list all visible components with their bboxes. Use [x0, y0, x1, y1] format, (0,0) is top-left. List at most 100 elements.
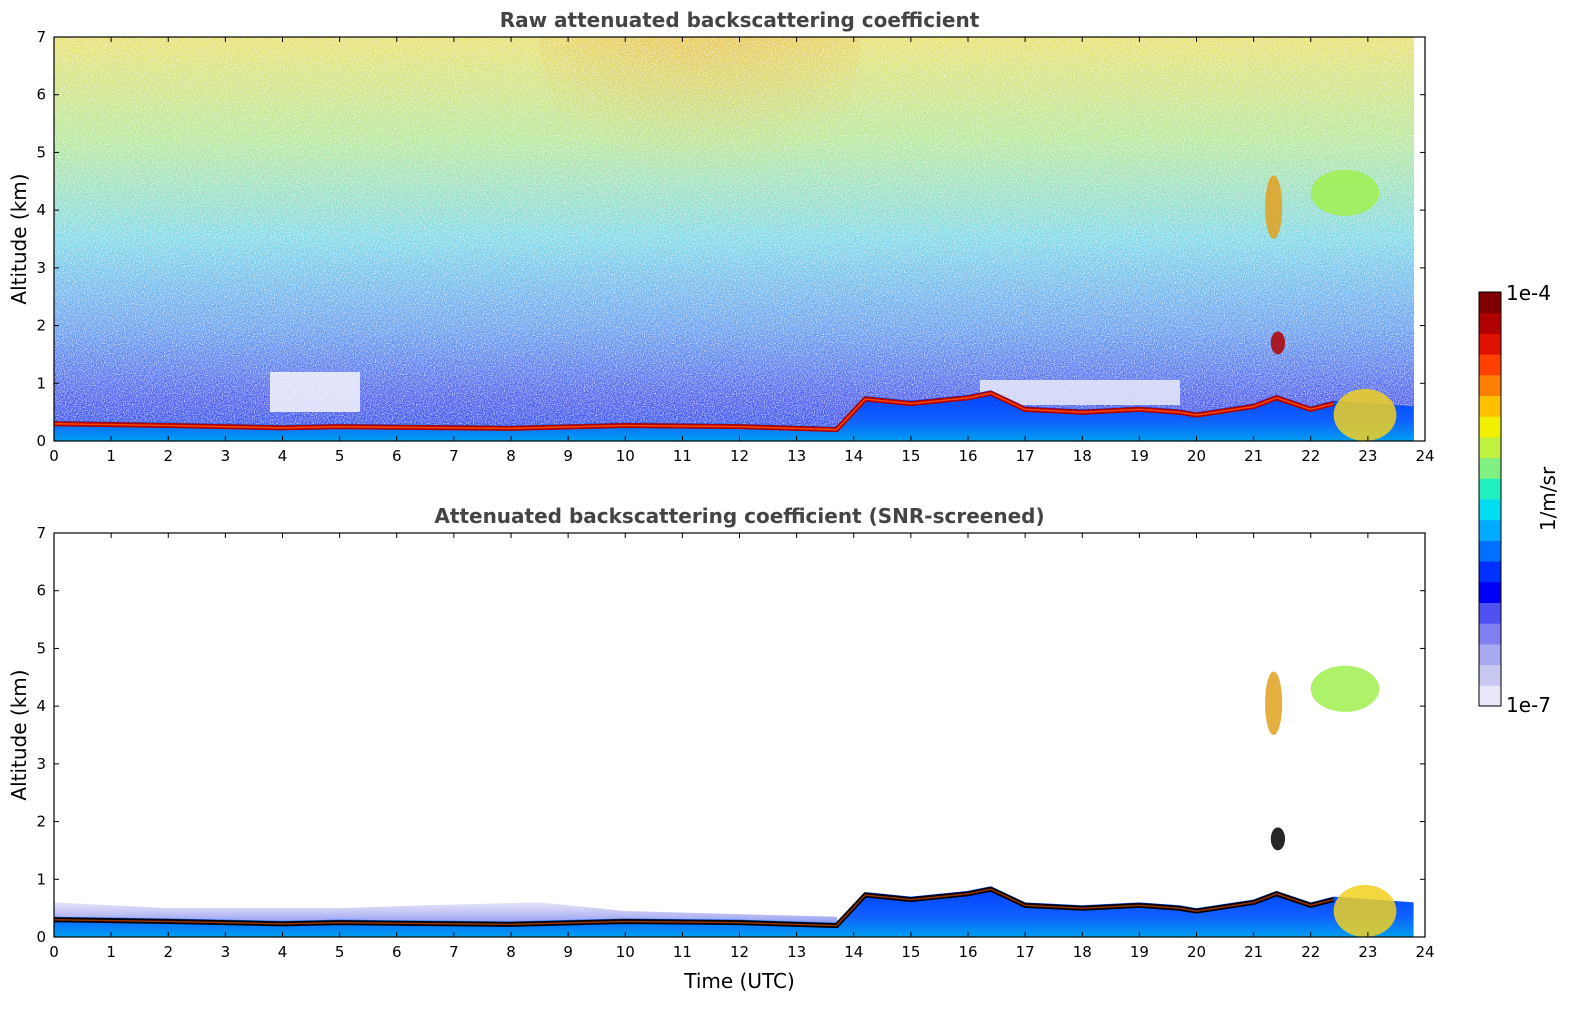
colorbar-cell	[1479, 478, 1501, 500]
y-tick-label: 7	[36, 28, 46, 46]
cloud-feature	[1310, 665, 1380, 712]
y-tick-label: 4	[36, 201, 46, 219]
x-tick-label: 23	[1358, 447, 1377, 465]
colorbar-unit-label: 1/m/sr	[1536, 466, 1560, 531]
colorbar-cell	[1479, 685, 1501, 707]
x-tick-label: 10	[616, 943, 635, 961]
colorbar-cell	[1479, 312, 1501, 334]
screened-features	[54, 665, 1414, 937]
x-tick-label: 18	[1073, 447, 1092, 465]
raw-clear-gap	[270, 372, 360, 412]
x-tick-label: 21	[1244, 447, 1263, 465]
x-tick-label: 9	[563, 447, 573, 465]
panel-screened-xlabel: Time (UTC)	[683, 969, 795, 993]
cloud-feature	[1333, 885, 1397, 937]
colorbar-cell	[1479, 333, 1501, 355]
x-tick-label: 21	[1244, 943, 1263, 961]
x-tick-label: 10	[616, 447, 635, 465]
panel-screened-title: Attenuated backscattering coefficient (S…	[434, 504, 1044, 528]
y-tick-label: 2	[36, 813, 46, 831]
colorbar-cell	[1479, 561, 1501, 583]
x-tick-label: 2	[163, 943, 173, 961]
x-tick-label: 3	[221, 447, 231, 465]
x-tick-label: 22	[1301, 943, 1320, 961]
x-tick-label: 2	[163, 447, 173, 465]
x-tick-label: 8	[506, 447, 516, 465]
x-tick-label: 9	[563, 943, 573, 961]
y-tick-label: 4	[36, 697, 46, 715]
cloud-feature	[1310, 169, 1380, 216]
panel-screened-plot-area	[54, 533, 1425, 937]
x-tick-label: 1	[106, 447, 116, 465]
colorbar-cell	[1479, 602, 1501, 624]
x-tick-label: 17	[1016, 943, 1035, 961]
colorbar-cell	[1479, 354, 1501, 376]
x-tick-label: 24	[1415, 447, 1434, 465]
cloud-feature	[1265, 671, 1283, 735]
cloud-feature	[1270, 331, 1286, 355]
y-tick-label: 3	[36, 259, 46, 277]
colorbar-cell	[1479, 416, 1501, 438]
x-tick-label: 4	[278, 447, 288, 465]
y-tick-label: 0	[36, 928, 46, 946]
colorbar-cell	[1479, 519, 1501, 541]
x-tick-label: 17	[1016, 447, 1035, 465]
x-tick-label: 23	[1358, 943, 1377, 961]
colorbar-cell	[1479, 643, 1501, 666]
panel-raw-title: Raw attenuated backscattering coefficien…	[500, 8, 980, 32]
panel-raw-plot-area	[54, 37, 1414, 441]
x-tick-label: 19	[1130, 943, 1149, 961]
panel-screened: Attenuated backscattering coefficient (S…	[7, 504, 1435, 993]
x-tick-label: 4	[278, 943, 288, 961]
colorbar-cell	[1479, 499, 1501, 521]
y-tick-label: 1	[36, 870, 46, 888]
colorbar-cell	[1479, 436, 1501, 459]
x-tick-label: 1	[106, 943, 116, 961]
x-tick-label: 0	[49, 447, 59, 465]
x-tick-label: 13	[787, 447, 806, 465]
y-tick-label: 2	[36, 317, 46, 335]
y-tick-label: 5	[36, 143, 46, 161]
colorbar-cell	[1479, 664, 1501, 686]
x-tick-label: 16	[958, 943, 977, 961]
cloud-feature	[1333, 389, 1397, 441]
x-tick-label: 7	[449, 943, 459, 961]
colorbar-cell	[1479, 581, 1501, 603]
y-tick-label: 6	[36, 86, 46, 104]
panel-screened-axes: 0 1 2 3 4 5 6 7 8 9 10 11 12 13 14 15 16 17 18 19 20 21 22 23 24…	[36, 524, 1434, 961]
x-tick-label: 3	[221, 943, 231, 961]
x-tick-label: 7	[449, 447, 459, 465]
x-tick-label: 11	[673, 447, 692, 465]
colorbar-cell	[1479, 540, 1501, 562]
x-tick-label: 24	[1415, 943, 1434, 961]
colorbar-cell	[1479, 292, 1501, 314]
panel-raw-axes: 0 1 2 3 4 5 6 7 8 9 10 11 12 13 14 15 16 17 18 19 20 21 22 23 24…	[36, 28, 1434, 465]
x-tick-label: 16	[958, 447, 977, 465]
colorbar-cell	[1479, 623, 1501, 645]
x-tick-label: 8	[506, 943, 516, 961]
raw-features	[54, 169, 1414, 441]
cloud-feature	[1265, 175, 1283, 239]
colorbar-min-label: 1e-7	[1506, 693, 1551, 717]
x-tick-label: 20	[1187, 943, 1206, 961]
x-tick-label: 0	[49, 943, 59, 961]
x-tick-label: 18	[1073, 943, 1092, 961]
colorbar-frame	[1478, 291, 1502, 707]
x-tick-label: 6	[392, 943, 402, 961]
x-tick-label: 15	[901, 943, 920, 961]
y-tick-label: 7	[36, 524, 46, 542]
y-tick-label: 5	[36, 639, 46, 657]
colorbar-cell	[1479, 457, 1501, 479]
x-tick-label: 11	[673, 943, 692, 961]
colorbar-cell	[1479, 395, 1501, 417]
bl-top-edge	[54, 888, 1334, 927]
raw-noise-overlay	[54, 37, 1414, 441]
bl-top-edge	[54, 392, 1334, 431]
x-tick-label: 6	[392, 447, 402, 465]
x-tick-label: 5	[335, 447, 345, 465]
x-tick-label: 12	[730, 943, 749, 961]
panel-raw: Raw attenuated backscattering coefficien…	[7, 8, 1435, 465]
x-tick-label: 22	[1301, 447, 1320, 465]
colorbar-cell	[1479, 374, 1501, 396]
